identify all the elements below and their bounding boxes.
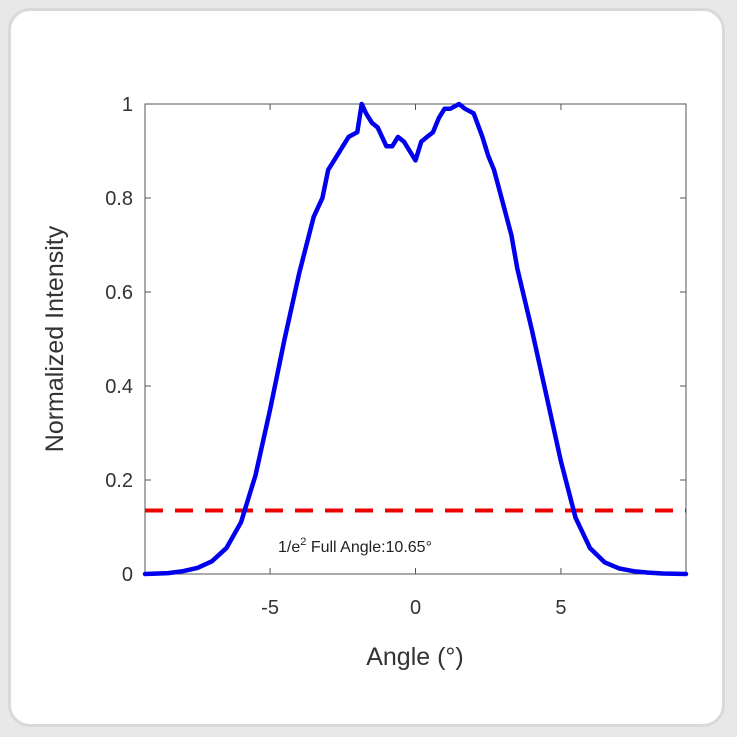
y-axis-label: Normalized Intensity (41, 225, 69, 452)
y-tick-label: 1 (122, 94, 133, 116)
y-tick-label: 0.4 (105, 376, 133, 398)
intensity-curve (142, 101, 689, 577)
y-tick-label: 0.6 (105, 282, 133, 304)
y-tick-label: 0.2 (105, 470, 133, 492)
y-tick-label: 0.8 (105, 188, 133, 210)
x-tick-label: 5 (555, 597, 566, 619)
x-axis-label: Angle (°) (366, 643, 464, 671)
x-tick-label: -5 (261, 597, 279, 619)
plot-area (144, 103, 687, 575)
annotation-text: Full Angle:10.65° (306, 539, 432, 556)
x-ticks: -5 0 5 (261, 104, 566, 619)
y-ticks: 0 0.2 0.4 0.6 0.8 1 (105, 94, 686, 586)
x-tick-label: 0 (410, 597, 421, 619)
annotation-superscript: 2 (300, 536, 306, 548)
annotation-prefix: 1/e (278, 539, 300, 556)
y-tick-label: 0 (122, 564, 133, 586)
full-angle-annotation: 1/e2 Full Angle:10.65° (278, 536, 432, 556)
